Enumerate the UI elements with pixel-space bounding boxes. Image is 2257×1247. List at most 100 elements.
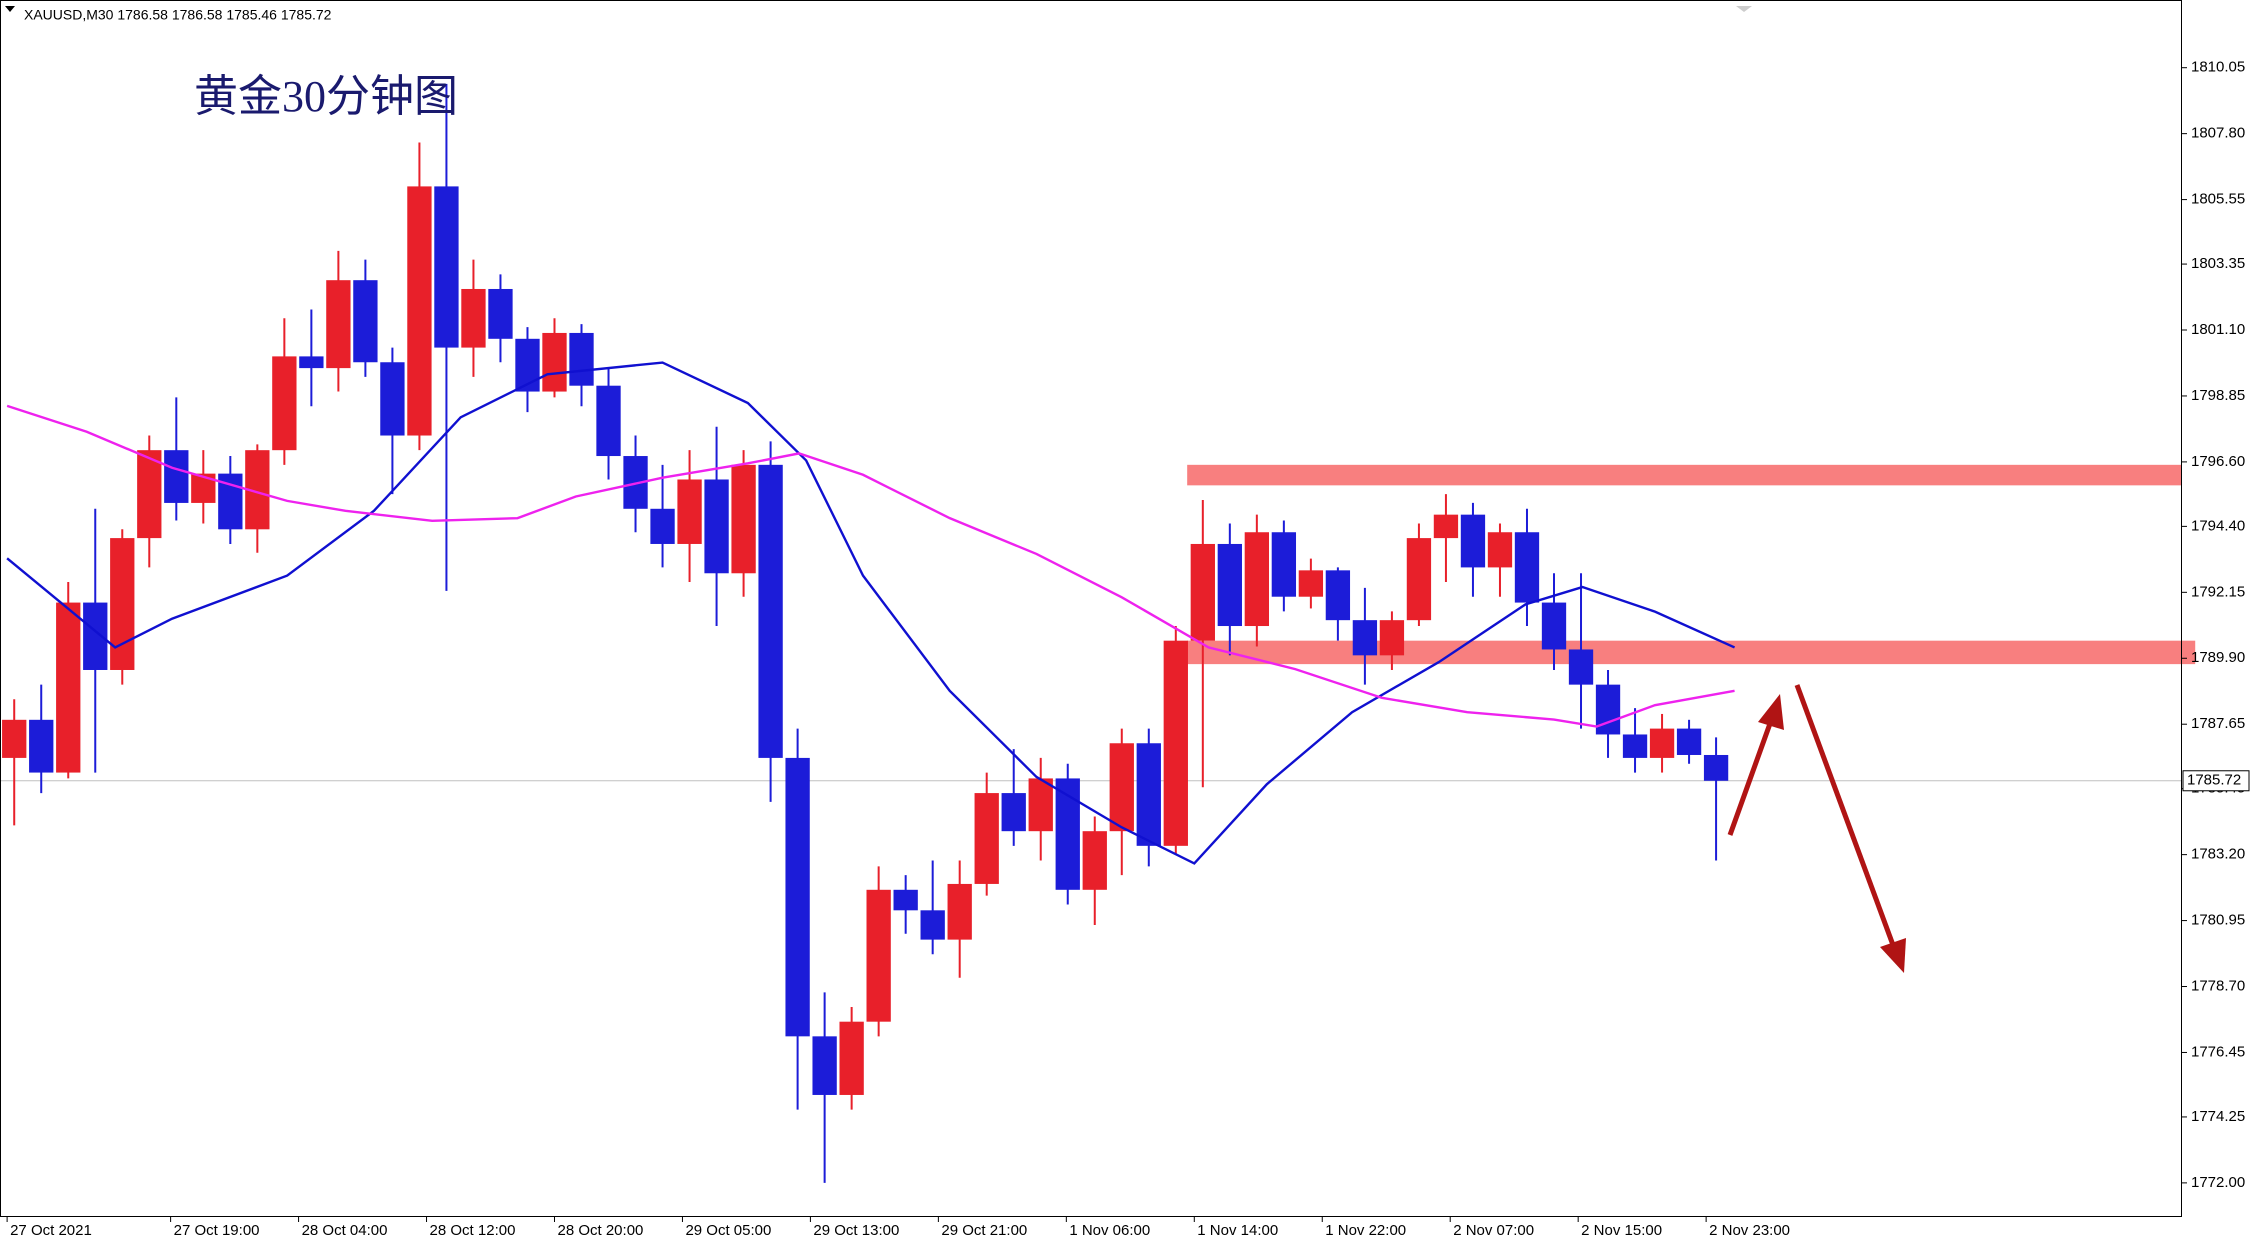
moving-average [6,404,1735,728]
candle-body [893,889,918,911]
x-tick-label: 29 Oct 21:00 [941,1222,1027,1239]
candle-body [110,538,135,670]
y-tick-label: 1807.80 [2191,125,2245,142]
candle-body [704,479,729,574]
x-tick-label: 1 Nov 06:00 [1069,1222,1150,1239]
x-tick-label: 2 Nov 07:00 [1453,1222,1534,1239]
candle-body [353,280,378,363]
y-tick-label: 1810.05 [2191,59,2245,76]
candle-body [1352,620,1378,656]
candle-body [461,288,486,348]
arrow-down-head [1880,938,1906,973]
arrow-up-head [1758,694,1784,730]
candle-body [1433,514,1459,539]
x-tick-label: 2 Nov 23:00 [1709,1222,1790,1239]
candle-body [326,280,351,369]
candle-body [83,602,108,670]
candle-body [785,757,810,1037]
candle-body [407,186,432,436]
y-tick-label: 1776.45 [2191,1043,2245,1060]
candle-body [299,356,324,369]
candle-body [434,186,459,348]
y-tick-label: 1801.10 [2191,321,2245,338]
candle-body [1595,684,1621,735]
candle-body [947,883,972,940]
y-tick-label: 1803.35 [2191,255,2245,272]
candle-body [1298,570,1324,597]
x-tick-label: 2 Nov 15:00 [1581,1222,1662,1239]
candle-body [1082,831,1107,890]
y-tick-label: 1792.15 [2191,583,2245,600]
y-tick-label: 1780.95 [2191,912,2245,929]
x-tick-label: 1 Nov 14:00 [1197,1222,1278,1239]
scroll-marker [1736,6,1752,12]
candle-body [56,602,81,773]
candle-body [488,288,513,339]
candle-body [1541,602,1567,650]
candle-body [515,338,540,392]
candle-body [1163,640,1188,846]
x-tick-label: 27 Oct 2021 [10,1222,92,1239]
candle-body [1676,728,1702,755]
plot-frame [0,0,2182,1217]
candle-body [758,464,783,758]
y-tick-label: 1774.25 [2191,1108,2245,1125]
candle-body [1271,532,1297,597]
candle-body [1001,793,1026,832]
candle-body [1622,734,1648,758]
candle-body [137,450,162,539]
menu-arrow[interactable] [5,6,15,12]
candle-body [1028,778,1053,832]
candle-body [974,793,999,884]
x-tick-label: 29 Oct 05:00 [685,1222,771,1239]
symbol-header: XAUUSD,M30 1786.58 1786.58 1785.46 1785.… [24,7,332,23]
arrows [1727,684,1906,973]
candle-body [596,385,621,457]
candle-body [272,356,297,451]
candle-body [1217,543,1242,627]
candle-body [1487,532,1513,568]
zone [1187,464,2181,486]
candle-body [1514,532,1540,603]
candle-body [650,508,675,544]
candle-body [380,362,405,436]
candle-body [542,332,567,392]
y-tick-label: 1789.90 [2191,649,2245,666]
candle-body [164,450,189,503]
x-tick-label: 28 Oct 12:00 [430,1222,516,1239]
candle-body [1568,649,1594,685]
y-tick-label: 1778.70 [2191,977,2245,994]
candle-body [1190,543,1215,641]
x-tick-label: 29 Oct 13:00 [813,1222,899,1239]
last-price-label: 1785.72 [2187,772,2241,789]
plot-area [0,83,2196,1183]
y-tick-label: 1783.20 [2191,846,2245,863]
zone [1187,640,2196,665]
candle-body [677,479,702,544]
x-tick-label: 28 Oct 20:00 [557,1222,643,1239]
candle-body [1703,754,1729,781]
candle-body [1244,532,1270,627]
candle-body [1136,743,1161,846]
candle-body [1055,778,1080,890]
candle-body [1109,743,1134,832]
candle-body [1649,728,1675,758]
candle-body [866,889,891,1022]
last-price-box [2182,770,2250,792]
y-tick-label: 1796.60 [2191,453,2245,470]
y-tick-label: 1798.85 [2191,387,2245,404]
candle-body [1460,514,1486,568]
candle-body [812,1036,837,1095]
arrow-down [1794,684,1896,946]
candle-body [1379,620,1405,656]
x-tick-label: 28 Oct 04:00 [302,1222,388,1239]
candle-body [839,1021,864,1095]
candle-body [1325,570,1351,621]
candle-body [920,910,945,940]
y-tick-label: 1787.65 [2191,715,2245,732]
candle-body [1406,538,1432,621]
x-tick-label: 1 Nov 22:00 [1325,1222,1406,1239]
moving-average [6,361,1736,865]
